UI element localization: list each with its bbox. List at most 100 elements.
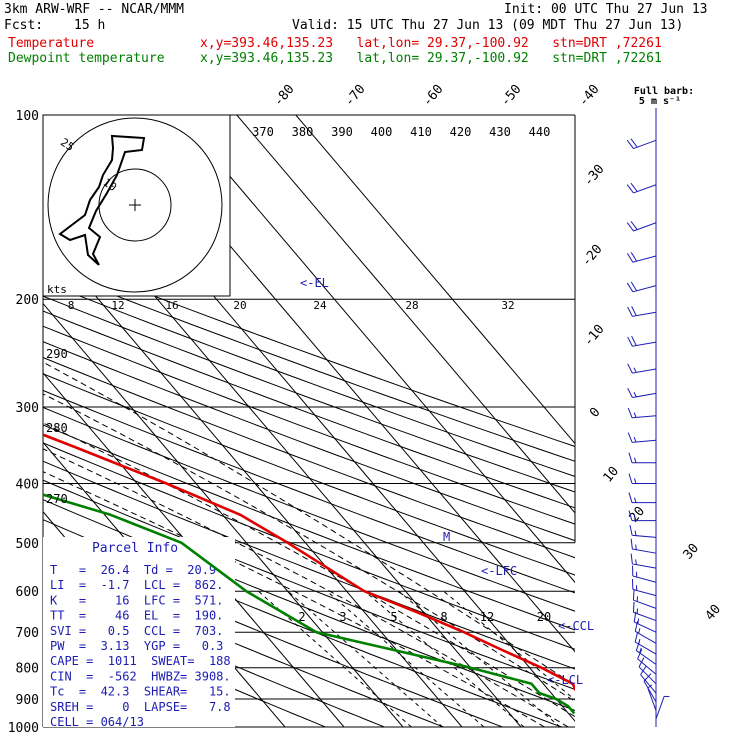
- adiabat-label: 280: [46, 421, 68, 435]
- adiabat-label: 290: [46, 347, 68, 361]
- forecast-label: Fcst:: [4, 18, 44, 33]
- parcel-info-row: Tc = 42.3 SHEAR= 15.: [50, 685, 231, 699]
- dry-adiabat-line: [43, 310, 575, 509]
- wind-barb-staff: [655, 696, 665, 720]
- wind-barb-staff: [636, 650, 657, 665]
- isotherm-label: -30: [581, 162, 608, 190]
- pressure-label: 1000: [8, 721, 39, 736]
- isotherm-label: 30: [681, 541, 703, 563]
- isotherm-label: -50: [498, 82, 525, 110]
- isotherm-line: [43, 233, 463, 727]
- dry-adiabat-line: [43, 281, 575, 477]
- wind-barb-flag: [630, 281, 638, 292]
- pressure-label: 300: [16, 401, 39, 416]
- parcel-info-row: CIN = -562 HWBZ= 3908.: [50, 669, 231, 683]
- mixing-ratio-line: [364, 590, 525, 727]
- wind-barb-flag: [633, 611, 637, 623]
- wind-barb-flag: [630, 252, 638, 262]
- level-annotation: M: [443, 530, 450, 544]
- dry-adiabat-line: [43, 356, 575, 559]
- theta-label: 390: [331, 125, 353, 139]
- pressure-label: 200: [16, 293, 39, 308]
- parcel-info-row: SREH = 0 LAPSE= 7.8: [50, 700, 231, 714]
- dry-adiabat-line: [43, 325, 575, 525]
- dewpoint-line: [43, 493, 575, 715]
- hodo-speed-label: 20: [233, 299, 246, 312]
- wind-barb-half-flag: [634, 515, 637, 521]
- wind-barb-flag: [632, 589, 635, 601]
- theta-label: 380: [292, 125, 314, 139]
- mixing-ratio-label: 5: [390, 610, 397, 624]
- sounding-lines: [43, 433, 575, 715]
- mixing-ratio-line: [326, 590, 485, 727]
- wind-barb-half-flag: [638, 628, 641, 634]
- dry-adiabat-line: [43, 582, 385, 727]
- dry-adiabat-line: [43, 406, 575, 612]
- hodograph-trace: [58, 134, 146, 266]
- wind-barb-half-flag: [633, 436, 637, 443]
- wind-barb-flag: [634, 631, 639, 643]
- isotherm-label: -70: [342, 82, 369, 110]
- wind-barb-flag: [627, 336, 633, 347]
- wind-barb-flag: [630, 538, 633, 550]
- parcel-info-row: CAPE = 1011 SWEAT= 188: [50, 654, 231, 668]
- parcel-info-title: Parcel Info: [92, 541, 178, 556]
- wind-barb-flag: [627, 306, 633, 317]
- wind-barb-flag: [627, 407, 633, 418]
- isotherm-label: -40: [576, 82, 603, 110]
- barb-legend-units: 5 m s⁻¹: [639, 96, 681, 107]
- wind-barb-half-flag: [634, 478, 637, 484]
- dry-adiabat-line: [43, 373, 575, 576]
- dry-adiabat-line: [43, 295, 575, 493]
- parcel-info-row: LI = -1.7 LCL = 862.: [50, 578, 223, 592]
- pressure-label: 900: [16, 693, 39, 708]
- mixing-ratio-label: 20: [537, 610, 551, 624]
- dry-adiabat-line: [43, 389, 575, 594]
- dry-adiabat-line: [43, 424, 575, 631]
- init-time: Init: 00 UTC Thu 27 Jun 13: [504, 2, 708, 17]
- parcel-info-row: TT = 46 EL = 190.: [50, 609, 223, 623]
- mixing-ratio-label: 3: [339, 610, 346, 624]
- parcel-info-row: SVI = 0.5 CCL = 703.: [50, 624, 223, 638]
- isotherm-line: [236, 115, 575, 514]
- pressure-label: 100: [16, 109, 39, 124]
- level-annotation: <-LFC: [481, 564, 517, 578]
- temperature-legend: Temperature: [8, 36, 95, 51]
- dry-adiabat-line: [43, 266, 575, 462]
- wind-barb-staff: [647, 687, 657, 711]
- wind-barb-flag: [635, 640, 641, 651]
- theta-label: 440: [529, 125, 551, 139]
- theta-label: 370: [252, 125, 274, 139]
- parcel-info-row: PW = 3.13 YGP = 0.3: [50, 639, 223, 653]
- wind-barb-flag: [629, 524, 633, 536]
- parcel-info-row: CELL = 064/13: [50, 715, 144, 729]
- wind-barb-staff: [643, 680, 657, 703]
- wind-barb-flag: [626, 282, 634, 293]
- wind-barb-flag: [626, 184, 634, 194]
- isotherm-label: -10: [581, 322, 608, 350]
- adiabat-label: 270: [46, 492, 68, 506]
- hodograph-units: kts: [47, 283, 67, 296]
- dry-adiabat-line: [43, 479, 575, 690]
- wind-barb-half-flag: [633, 412, 637, 418]
- wind-barb-flag: [634, 621, 639, 632]
- parcel-info-row: T = 26.4 Td = 20.9: [50, 563, 216, 577]
- wind-barb-half-flag: [637, 618, 640, 624]
- temperature-location: x,y=393.46,135.23 lat,lon= 29.37,-100.92…: [200, 36, 662, 51]
- wind-barb-flag: [637, 649, 643, 660]
- wind-barb-flag: [626, 139, 634, 149]
- theta-label: 420: [450, 125, 472, 139]
- wind-barb-flag: [627, 363, 633, 374]
- wind-barb-flag: [630, 220, 638, 230]
- wind-barb-staff: [634, 621, 657, 633]
- mixing-ratio-line: [443, 590, 575, 701]
- wind-barb-half-flag: [635, 559, 637, 565]
- wind-barb-flag: [640, 665, 647, 675]
- pressure-label: 600: [16, 585, 39, 600]
- wind-barb-staff: [632, 285, 657, 293]
- isotherm-label: -80: [271, 82, 298, 110]
- level-annotations: <-EL <-LFC <-CCL <-LCL M: [300, 276, 594, 687]
- wind-barb-half-flag: [635, 544, 637, 550]
- wind-barb-half-flag: [633, 367, 637, 373]
